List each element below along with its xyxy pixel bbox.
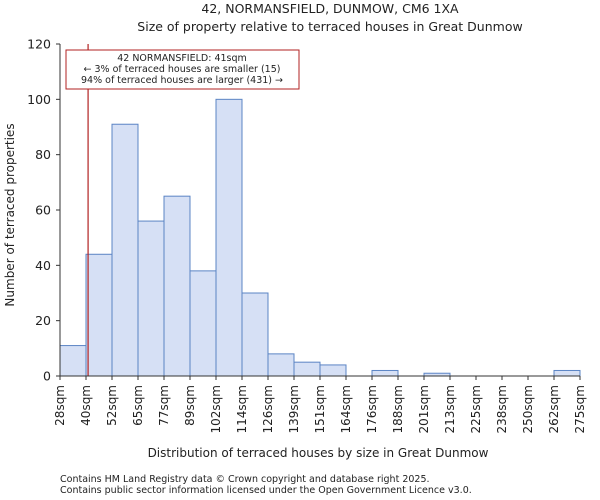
footer-line-1: Contains HM Land Registry data © Crown c… [60,474,430,485]
bar-group [59,98,581,377]
bar-65sqm [137,220,165,377]
y-tick-label: 0 [43,369,51,384]
chart-title: 42, NORMANSFIELD, DUNMOW, CM6 1XA [201,1,459,16]
x-tick-label: 114sqm [235,385,249,433]
y-tick-label: 120 [27,37,51,52]
x-tick-label: 65sqm [131,385,145,426]
x-tick-label: 275sqm [573,385,587,433]
x-tick-label: 151sqm [313,385,327,433]
y-tick-label: 60 [35,203,51,218]
bar-176sqm [371,369,399,377]
chart-subtitle: Size of property relative to terraced ho… [137,19,522,34]
annotation-frame [65,49,300,90]
x-tick-label: 238sqm [495,385,509,433]
x-tick-label: 164sqm [339,385,353,433]
x-tick-group: 28sqm 40sqm 52sqm 65sqm 77sqm 89sqm 102sqm 114s… [53,376,587,433]
x-tick-label: 77sqm [157,385,171,426]
annotation-line-1: 42 NORMANSFIELD: 41sqm [117,53,247,64]
annotation-box: 42 NORMANSFIELD: 41sqm ← 3% of terraced … [65,49,300,90]
x-tick-label: 40sqm [79,385,93,426]
bar-114sqm [241,292,269,377]
y-tick-group: 0 20 40 60 80 100 120 [27,37,60,384]
x-tick-label: 262sqm [547,385,561,433]
x-tick-label: 89sqm [183,385,197,426]
bar-151sqm [319,364,347,377]
bar-262sqm [553,369,581,377]
y-tick-label: 100 [27,92,51,107]
x-tick-label: 176sqm [365,385,379,433]
bar-52sqm [111,123,139,377]
x-tick-label: 52sqm [105,385,119,426]
footer-line-2: Contains public sector information licen… [60,485,472,496]
bar-139sqm [293,361,321,377]
annotation-line-3: 94% of terraced houses are larger (431) … [81,75,283,86]
y-tick-label: 40 [35,258,51,273]
x-tick-label: 139sqm [287,385,301,433]
x-tick-label: 102sqm [209,385,223,433]
x-tick-label: 225sqm [469,385,483,433]
annotation-line-2: ← 3% of terraced houses are smaller (15) [84,64,281,75]
y-axis-label: Number of terraced properties [3,123,17,306]
y-tick-label: 20 [35,313,51,328]
bar-89sqm [189,270,217,377]
x-tick-label: 28sqm [53,385,67,426]
bar-28sqm [59,345,87,377]
x-tick-label: 213sqm [443,385,457,433]
x-tick-label: 201sqm [417,385,431,433]
bar-40sqm [85,253,113,377]
bar-102sqm [215,98,243,377]
x-axis-label: Distribution of terraced houses by size … [148,446,489,460]
bar-126sqm [267,353,295,377]
x-tick-label: 188sqm [391,385,405,433]
y-tick-label: 80 [35,147,51,162]
x-tick-label: 250sqm [521,385,535,433]
x-tick-label: 126sqm [261,385,275,433]
bar-77sqm [163,195,191,377]
